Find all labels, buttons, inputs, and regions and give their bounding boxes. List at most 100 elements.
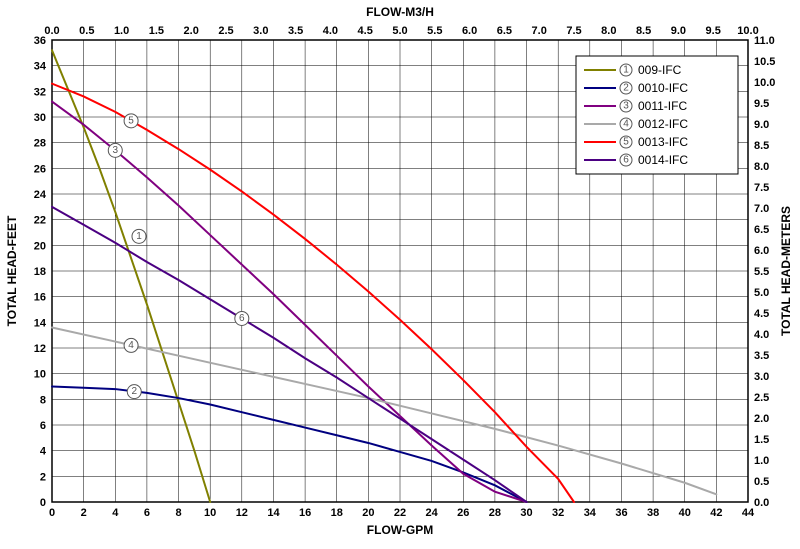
xtick-top: 0.5 bbox=[79, 25, 94, 37]
ytick-right: 5.5 bbox=[754, 266, 769, 278]
ytick-right: 10.5 bbox=[754, 56, 775, 68]
legend-label: 0013-IFC bbox=[638, 135, 688, 149]
ytick-left: 36 bbox=[34, 35, 46, 47]
series-marker-number: 2 bbox=[131, 386, 137, 397]
ytick-left: 30 bbox=[34, 112, 46, 124]
xtick-bottom: 36 bbox=[615, 507, 627, 519]
ytick-right: 1.5 bbox=[754, 434, 769, 446]
xtick-bottom: 18 bbox=[331, 507, 343, 519]
series-marker-number: 5 bbox=[128, 115, 134, 126]
ytick-right: 2.5 bbox=[754, 392, 769, 404]
xtick-bottom: 6 bbox=[144, 507, 150, 519]
xtick-bottom: 14 bbox=[267, 507, 280, 519]
xtick-bottom: 26 bbox=[457, 507, 469, 519]
ytick-right: 0.0 bbox=[754, 497, 769, 509]
ytick-left: 6 bbox=[40, 420, 46, 432]
legend-marker-number: 4 bbox=[623, 119, 629, 130]
ytick-right: 2.0 bbox=[754, 413, 769, 425]
ytick-right: 0.5 bbox=[754, 476, 769, 488]
ytick-left: 16 bbox=[34, 292, 46, 304]
ytick-left: 28 bbox=[34, 138, 46, 150]
ytick-left: 32 bbox=[34, 86, 46, 98]
series-marker-number: 6 bbox=[239, 313, 245, 324]
series-marker-number: 3 bbox=[112, 145, 118, 156]
xtick-bottom: 22 bbox=[394, 507, 406, 519]
xtick-top: 1.5 bbox=[149, 25, 164, 37]
ytick-right: 7.5 bbox=[754, 182, 769, 194]
ytick-right: 5.0 bbox=[754, 287, 769, 299]
xtick-bottom: 2 bbox=[81, 507, 87, 519]
xtick-top: 2.0 bbox=[184, 25, 199, 37]
xtick-top: 7.5 bbox=[566, 25, 581, 37]
xtick-bottom: 34 bbox=[584, 507, 597, 519]
xtick-top: 8.0 bbox=[601, 25, 616, 37]
xtick-bottom: 10 bbox=[204, 507, 216, 519]
y-axis-right-title: TOTAL HEAD-METERS bbox=[779, 206, 793, 336]
xtick-bottom: 28 bbox=[489, 507, 501, 519]
ytick-left: 0 bbox=[40, 497, 46, 509]
ytick-left: 20 bbox=[34, 240, 46, 252]
x-axis-bottom-title: FLOW-GPM bbox=[367, 523, 433, 537]
ytick-right: 11.0 bbox=[754, 35, 775, 47]
xtick-top: 0.0 bbox=[44, 25, 59, 37]
y-axis-left-title: TOTAL HEAD-FEET bbox=[5, 215, 19, 326]
xtick-top: 1.0 bbox=[114, 25, 129, 37]
series-marker-number: 4 bbox=[128, 340, 134, 351]
ytick-right: 6.0 bbox=[754, 245, 769, 257]
legend-label: 009-IFC bbox=[638, 63, 682, 77]
xtick-top: 7.0 bbox=[532, 25, 547, 37]
xtick-bottom: 38 bbox=[647, 507, 659, 519]
ytick-right: 4.0 bbox=[754, 329, 769, 341]
legend-marker-number: 2 bbox=[623, 83, 629, 94]
ytick-right: 3.5 bbox=[754, 350, 769, 362]
ytick-left: 2 bbox=[40, 471, 46, 483]
x-axis-top-title: FLOW-M3/H bbox=[366, 5, 434, 19]
legend-label: 0014-IFC bbox=[638, 153, 688, 167]
xtick-bottom: 16 bbox=[299, 507, 311, 519]
ytick-right: 8.0 bbox=[754, 161, 769, 173]
ytick-right: 9.0 bbox=[754, 119, 769, 131]
xtick-top: 8.5 bbox=[636, 25, 651, 37]
xtick-top: 5.5 bbox=[427, 25, 442, 37]
xtick-top: 2.5 bbox=[218, 25, 233, 37]
xtick-bottom: 32 bbox=[552, 507, 564, 519]
legend-marker-number: 3 bbox=[623, 101, 629, 112]
ytick-left: 8 bbox=[40, 394, 46, 406]
ytick-right: 7.0 bbox=[754, 203, 769, 215]
ytick-right: 1.0 bbox=[754, 455, 769, 467]
legend-label: 0012-IFC bbox=[638, 117, 688, 131]
ytick-right: 8.5 bbox=[754, 140, 769, 152]
ytick-right: 10.0 bbox=[754, 77, 775, 89]
xtick-top: 4.5 bbox=[358, 25, 373, 37]
ytick-right: 6.5 bbox=[754, 224, 769, 236]
xtick-top: 6.0 bbox=[462, 25, 477, 37]
series-marker-number: 1 bbox=[136, 231, 142, 242]
ytick-left: 22 bbox=[34, 215, 46, 227]
xtick-top: 5.0 bbox=[392, 25, 407, 37]
ytick-left: 34 bbox=[34, 61, 47, 73]
legend-marker-number: 5 bbox=[623, 137, 629, 148]
legend-marker-number: 1 bbox=[623, 65, 629, 76]
ytick-left: 18 bbox=[34, 266, 46, 278]
ytick-left: 12 bbox=[34, 343, 46, 355]
xtick-bottom: 40 bbox=[679, 507, 691, 519]
legend-label: 0011-IFC bbox=[638, 99, 687, 113]
xtick-bottom: 30 bbox=[520, 507, 532, 519]
xtick-top: 4.0 bbox=[323, 25, 338, 37]
xtick-top: 3.0 bbox=[253, 25, 268, 37]
xtick-bottom: 20 bbox=[362, 507, 374, 519]
ytick-left: 24 bbox=[34, 189, 47, 201]
ytick-right: 4.5 bbox=[754, 308, 769, 320]
ytick-left: 10 bbox=[34, 369, 46, 381]
ytick-right: 3.0 bbox=[754, 371, 769, 383]
ytick-left: 14 bbox=[34, 317, 47, 329]
xtick-top: 9.5 bbox=[706, 25, 721, 37]
ytick-right: 9.5 bbox=[754, 98, 769, 110]
legend-label: 0010-IFC bbox=[638, 81, 688, 95]
xtick-bottom: 24 bbox=[426, 507, 439, 519]
xtick-top: 3.5 bbox=[288, 25, 303, 37]
xtick-bottom: 0 bbox=[49, 507, 55, 519]
xtick-bottom: 42 bbox=[710, 507, 722, 519]
xtick-bottom: 8 bbox=[175, 507, 181, 519]
xtick-top: 9.0 bbox=[671, 25, 686, 37]
